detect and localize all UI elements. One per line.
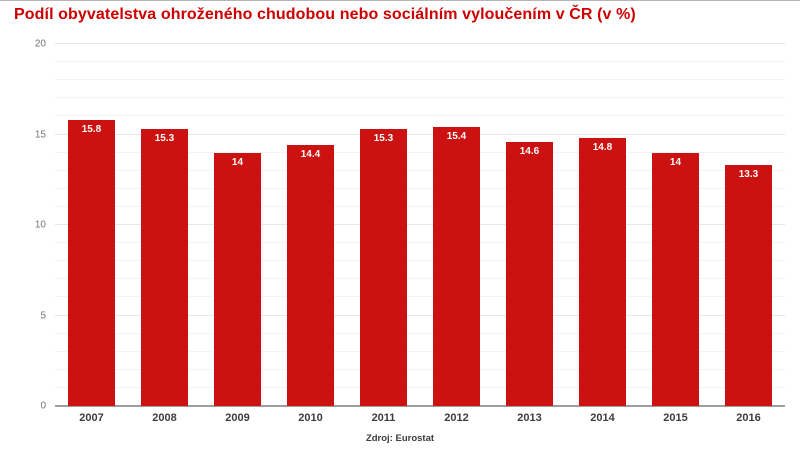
x-tick-label: 2010	[298, 412, 323, 424]
x-tick-label: 2015	[663, 412, 688, 424]
x-tick-label: 2008	[152, 412, 177, 424]
chart-title: Podíl obyvatelstva ohroženého chudobou n…	[14, 6, 636, 23]
bar-2015[interactable]: 14	[651, 152, 700, 406]
bar-2011[interactable]: 15.3	[359, 129, 408, 406]
minor-gridline	[55, 332, 785, 334]
bar-2009[interactable]: 14	[213, 152, 262, 406]
minor-gridline	[55, 368, 785, 370]
minor-gridline	[55, 296, 785, 298]
x-tick-label: 2009	[225, 412, 250, 424]
bar-value-label: 14	[231, 156, 244, 168]
major-gridline	[55, 133, 785, 135]
bar-value-label: 15.3	[154, 133, 175, 145]
x-tick-label: 2007	[79, 412, 104, 424]
x-tick-label: 2012	[444, 412, 469, 424]
bar-value-label: 14.6	[519, 145, 540, 157]
y-tick-label: 5	[40, 310, 46, 321]
x-tick-label: 2013	[517, 412, 542, 424]
bar-2010[interactable]: 14.4	[286, 145, 335, 406]
minor-gridline	[55, 151, 785, 153]
bar-value-label: 14.8	[592, 142, 613, 154]
major-gridline	[55, 43, 785, 44]
bar-2016[interactable]: 13.3	[724, 165, 773, 406]
minor-gridline	[55, 386, 785, 388]
plot-area: 15.8 15.3 14 14.4 15.3 15.4 14.6 14.8 14 13.3	[55, 43, 785, 407]
major-gridline	[55, 314, 785, 316]
y-axis-labels: 0 5 10 15 20	[0, 39, 46, 412]
bar-2008[interactable]: 15.3	[140, 129, 189, 406]
minor-gridline	[55, 242, 785, 244]
bar-2012[interactable]: 15.4	[432, 127, 481, 406]
minor-gridline	[55, 169, 785, 171]
major-gridline	[55, 224, 785, 225]
bar-value-label: 15.4	[446, 131, 467, 143]
bar-2007[interactable]: 15.8	[67, 120, 116, 406]
y-tick-label: 15	[34, 129, 46, 140]
y-tick-label: 10	[34, 219, 46, 231]
minor-gridline	[55, 260, 785, 262]
source-note: Zdroj: Eurostat	[365, 433, 435, 444]
x-tick-label: 2016	[736, 412, 761, 424]
bar-2014[interactable]: 14.8	[578, 138, 627, 406]
x-axis-labels: 2007 2008 2009 2010 2011 2012 2013 2014 2015 2016	[55, 412, 785, 426]
x-tick-label: 2011	[371, 412, 396, 424]
bar-value-label: 14.4	[300, 149, 321, 161]
minor-gridline	[55, 97, 785, 99]
minor-gridline	[55, 278, 785, 280]
minor-gridline	[55, 205, 785, 207]
y-tick-label: 20	[34, 38, 46, 50]
minor-gridline	[55, 115, 785, 117]
bar-value-label: 13.3	[738, 169, 759, 181]
bar-value-label: 14	[669, 156, 682, 168]
x-axis-baseline	[55, 405, 785, 407]
bar-2013[interactable]: 14.6	[505, 141, 554, 406]
minor-gridline	[55, 79, 785, 81]
minor-gridline	[55, 187, 785, 189]
x-tick-label: 2014	[590, 412, 615, 424]
bar-value-label: 15.3	[373, 133, 394, 145]
minor-gridline	[55, 350, 785, 352]
y-tick-label: 0	[40, 400, 46, 412]
bar-value-label: 15.8	[81, 124, 102, 136]
minor-gridline	[55, 61, 785, 63]
